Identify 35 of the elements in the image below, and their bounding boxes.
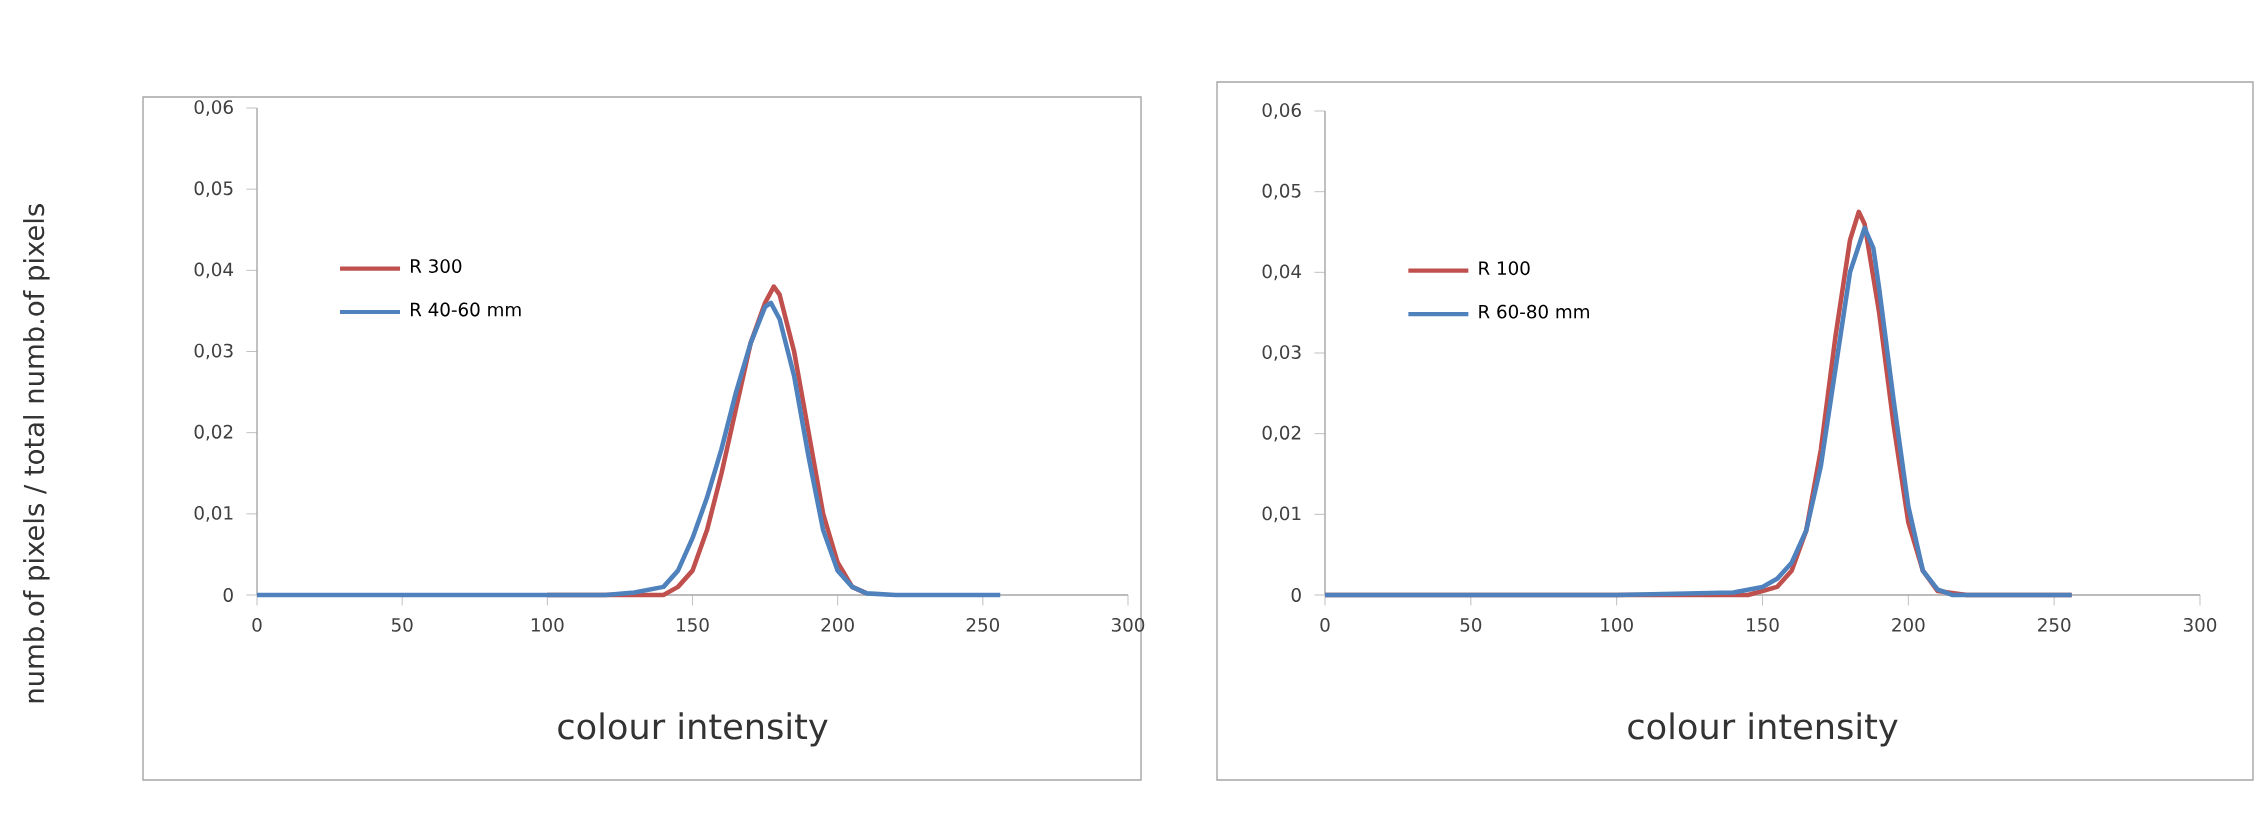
x-axis-title: colour intensity — [558, 712, 828, 747]
y-tick-label: 0 — [223, 588, 233, 602]
y-tick-label: 0,03 — [1262, 345, 1301, 361]
y-tick-label: 0,06 — [194, 100, 233, 116]
y-tick-label: 0,01 — [1262, 506, 1301, 523]
y-tick-label: 0,05 — [1262, 183, 1301, 200]
y-tick-label: 0,01 — [194, 505, 233, 522]
y-tick-label: 0,04 — [1262, 264, 1302, 281]
y-tick-label: 0,04 — [194, 262, 234, 279]
x-axis-title: colour intensity — [1628, 712, 1898, 747]
x-tick-label: 150 — [1747, 617, 1779, 632]
y-axis-title: numb.of pixels / total numb.of pixels — [23, 204, 50, 703]
x-tick-label: 50 — [391, 617, 413, 632]
y-tick-label: 0 — [1291, 588, 1301, 602]
x-tick-label: 150 — [677, 617, 709, 632]
x-tick-label: 200 — [1892, 617, 1925, 632]
x-tick-label: 250 — [2038, 617, 2071, 632]
y-tick-label: 0,02 — [1262, 425, 1301, 442]
x-tick-label: 250 — [966, 617, 1000, 632]
y-tick-label: 0,03 — [194, 343, 233, 360]
x-tick-label: 300 — [2183, 617, 2217, 632]
x-tick-label: 200 — [821, 617, 854, 632]
x-tick-label: 100 — [531, 617, 564, 632]
x-tick-label: 100 — [1601, 617, 1633, 632]
legend-label: R 100 — [1479, 261, 1530, 276]
legend-label: R 60-80 mm — [1479, 304, 1589, 319]
legend-label: R 300 — [411, 259, 462, 273]
y-tick-label: 0,02 — [194, 424, 233, 441]
x-tick-label: 0 — [252, 617, 262, 632]
y-tick-label: 0,05 — [194, 181, 233, 198]
x-tick-label: 300 — [1111, 617, 1145, 632]
y-tick-label: 0,06 — [1262, 103, 1301, 119]
legend-label: R 40-60 mm — [411, 302, 521, 317]
x-tick-label: 0 — [1320, 617, 1330, 632]
x-tick-label: 50 — [1460, 617, 1482, 632]
